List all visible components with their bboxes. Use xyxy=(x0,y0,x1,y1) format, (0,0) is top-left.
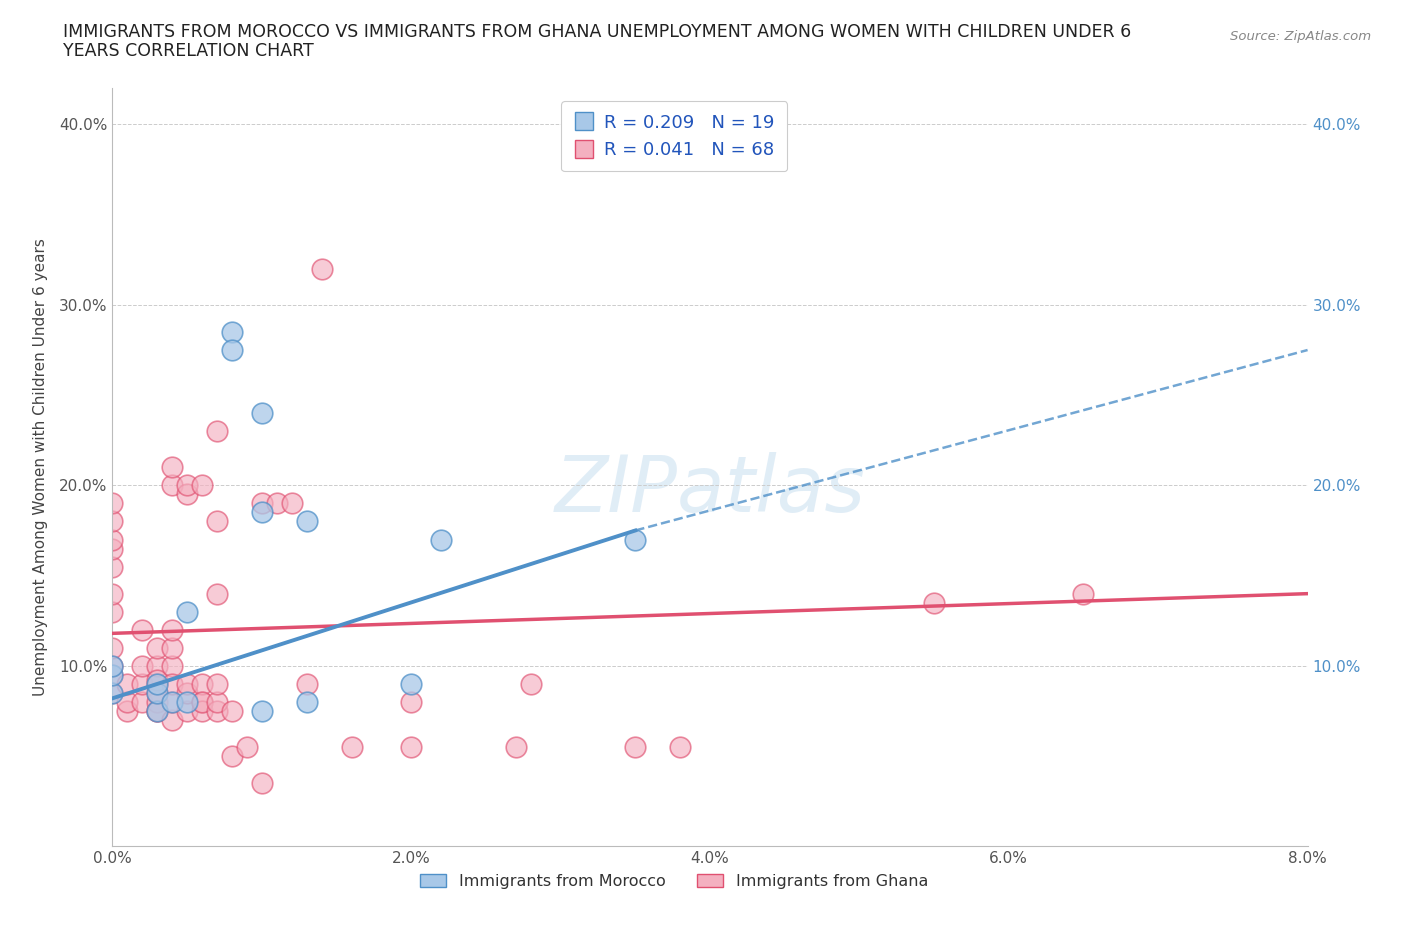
Point xyxy=(162,695,183,710)
Point xyxy=(221,749,243,764)
Point xyxy=(191,478,214,493)
Point xyxy=(176,676,198,691)
Text: IMMIGRANTS FROM MOROCCO VS IMMIGRANTS FROM GHANA UNEMPLOYMENT AMONG WOMEN WITH C: IMMIGRANTS FROM MOROCCO VS IMMIGRANTS FR… xyxy=(63,23,1132,41)
Point xyxy=(250,496,273,511)
Point xyxy=(176,695,198,710)
Point xyxy=(162,658,183,673)
Y-axis label: Unemployment Among Women with Children Under 6 years: Unemployment Among Women with Children U… xyxy=(32,238,48,697)
Point xyxy=(101,586,124,601)
Point xyxy=(205,703,228,718)
Point xyxy=(162,712,183,727)
Point xyxy=(191,676,214,691)
Point xyxy=(250,703,273,718)
Point xyxy=(250,405,273,420)
Point xyxy=(205,586,228,601)
Point xyxy=(146,685,169,700)
Point xyxy=(236,739,259,754)
Point xyxy=(101,641,124,656)
Text: Source: ZipAtlas.com: Source: ZipAtlas.com xyxy=(1230,30,1371,43)
Point xyxy=(101,658,124,673)
Point xyxy=(101,685,124,700)
Point xyxy=(311,261,333,276)
Point xyxy=(117,703,139,718)
Point xyxy=(146,685,169,700)
Point xyxy=(162,460,183,474)
Point xyxy=(191,703,214,718)
Point xyxy=(221,325,243,339)
Point xyxy=(176,478,198,493)
Point xyxy=(205,676,228,691)
Point xyxy=(146,703,169,718)
Point xyxy=(176,685,198,700)
Point xyxy=(624,532,647,547)
Point xyxy=(401,676,423,691)
Point xyxy=(250,505,273,520)
Point xyxy=(401,695,423,710)
Legend: Immigrants from Morocco, Immigrants from Ghana: Immigrants from Morocco, Immigrants from… xyxy=(413,868,935,896)
Point xyxy=(295,695,318,710)
Point xyxy=(266,496,288,511)
Text: YEARS CORRELATION CHART: YEARS CORRELATION CHART xyxy=(63,42,314,60)
Point xyxy=(669,739,692,754)
Point xyxy=(162,641,183,656)
Point xyxy=(295,676,318,691)
Point xyxy=(176,703,198,718)
Point xyxy=(101,496,124,511)
Point xyxy=(117,695,139,710)
Point xyxy=(295,514,318,529)
Point xyxy=(146,672,169,687)
Point xyxy=(101,685,124,700)
Point xyxy=(922,595,945,610)
Point xyxy=(205,514,228,529)
Point xyxy=(430,532,453,547)
Point xyxy=(250,776,273,790)
Point xyxy=(191,695,214,710)
Point xyxy=(505,739,527,754)
Text: ZIPatlas: ZIPatlas xyxy=(554,452,866,528)
Point xyxy=(131,622,153,637)
Point xyxy=(101,604,124,619)
Point xyxy=(221,342,243,357)
Point xyxy=(162,676,183,691)
Point xyxy=(146,703,169,718)
Point xyxy=(131,658,153,673)
Point xyxy=(131,695,153,710)
Point xyxy=(146,703,169,718)
Point xyxy=(117,676,139,691)
Point xyxy=(146,676,169,691)
Point xyxy=(401,739,423,754)
Point xyxy=(101,559,124,574)
Point xyxy=(221,703,243,718)
Point xyxy=(205,695,228,710)
Point xyxy=(101,514,124,529)
Point xyxy=(176,604,198,619)
Point xyxy=(162,622,183,637)
Point xyxy=(146,641,169,656)
Point xyxy=(101,668,124,683)
Point xyxy=(162,695,183,710)
Point xyxy=(162,478,183,493)
Point xyxy=(624,739,647,754)
Point xyxy=(146,676,169,691)
Point xyxy=(176,487,198,502)
Point xyxy=(101,668,124,683)
Point xyxy=(281,496,304,511)
Point xyxy=(131,676,153,691)
Point xyxy=(101,532,124,547)
Point xyxy=(205,424,228,439)
Point xyxy=(1073,586,1095,601)
Point xyxy=(340,739,363,754)
Point xyxy=(101,541,124,556)
Point xyxy=(191,695,214,710)
Point xyxy=(146,658,169,673)
Point xyxy=(101,658,124,673)
Point xyxy=(146,695,169,710)
Point xyxy=(520,676,543,691)
